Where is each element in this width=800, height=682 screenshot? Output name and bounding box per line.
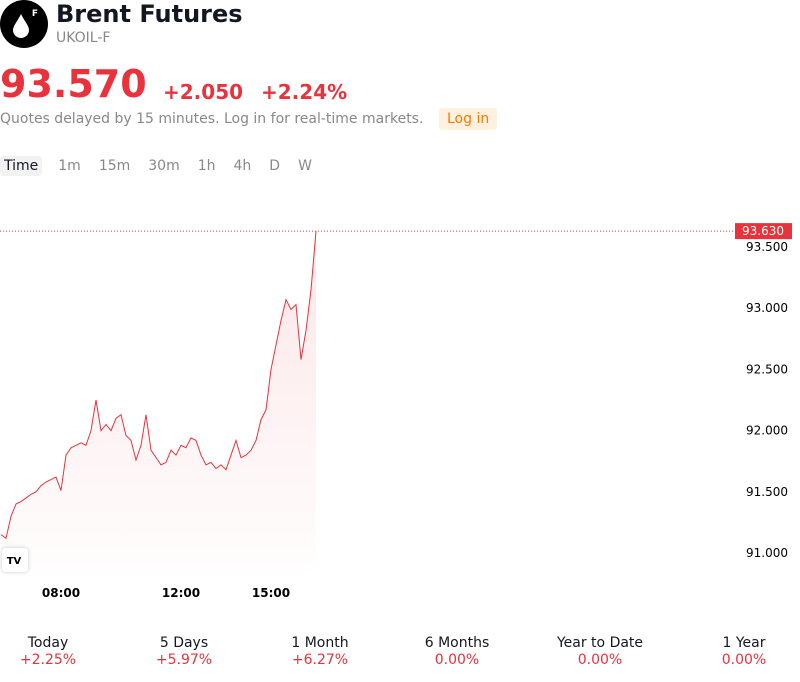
- title: Brent Futures: [56, 0, 243, 28]
- tab[interactable]: 1m: [58, 158, 81, 174]
- tab[interactable]: 1h: [197, 158, 216, 174]
- period: 6 Months: [424, 635, 490, 651]
- change: +2.050: [163, 80, 244, 104]
- period: Year to Date: [556, 635, 644, 651]
- x-tick-label: 08:00: [42, 586, 80, 600]
- performance-item[interactable]: 5 Days +5.97%: [124, 635, 244, 668]
- period: 1 Year: [722, 635, 766, 651]
- tv-logo-text: TV: [7, 556, 22, 567]
- logo-drop: [13, 14, 29, 38]
- y-tick-label: 93.000: [746, 301, 788, 315]
- area: [1, 231, 316, 570]
- performance-item[interactable]: 1 Year 0.00%: [684, 635, 800, 668]
- y-tick-label: 92.500: [746, 362, 788, 376]
- y-tick-label: 93.500: [746, 240, 788, 254]
- x-tick-label: 15:00: [252, 586, 290, 600]
- tab[interactable]: 15m: [98, 158, 131, 174]
- logo-letter: F: [32, 9, 38, 19]
- performance-item[interactable]: Year to Date 0.00%: [540, 635, 660, 668]
- period-change: +2.25%: [19, 652, 77, 668]
- tab[interactable]: 30m: [148, 158, 180, 174]
- last-price-tag: [735, 223, 792, 240]
- tab[interactable]: 4h: [233, 158, 252, 174]
- tabs: Time 1m 15m 30m 1h 4h D W: [0, 156, 326, 176]
- last-price-label: 93.630: [742, 224, 784, 238]
- period-change: +6.27%: [291, 652, 349, 668]
- symbol: UKOIL-F: [56, 30, 111, 46]
- performance-item[interactable]: 6 Months 0.00%: [397, 635, 517, 668]
- login-button[interactable]: Log in: [439, 108, 498, 130]
- period: Today: [27, 635, 69, 651]
- price: 93.570: [0, 62, 147, 106]
- performance-item[interactable]: Today +2.25%: [0, 635, 108, 668]
- change-percent: +2.24%: [261, 80, 348, 104]
- period: 5 Days: [159, 635, 209, 651]
- y-tick-label: 91.000: [746, 546, 788, 560]
- tv-logo[interactable]: [2, 548, 28, 572]
- x-tick-label: 12:00: [162, 586, 200, 600]
- y-tick-label: 92.000: [746, 424, 788, 438]
- tab[interactable]: D: [269, 158, 281, 174]
- period-change: +5.97%: [155, 652, 213, 668]
- period: 1 Month: [291, 635, 349, 651]
- period-change: 0.00%: [434, 652, 480, 668]
- y-tick-label: 91.500: [746, 485, 788, 499]
- tab[interactable]: W: [298, 158, 312, 174]
- delay-note: Quotes delayed by 15 minutes. Log in for…: [0, 111, 424, 127]
- period-change: 0.00%: [577, 652, 623, 668]
- period-change: 0.00%: [721, 652, 767, 668]
- performance-item[interactable]: 1 Month +6.27%: [260, 635, 380, 668]
- line: [0, 231, 317, 540]
- tab[interactable]: Time: [0, 156, 43, 176]
